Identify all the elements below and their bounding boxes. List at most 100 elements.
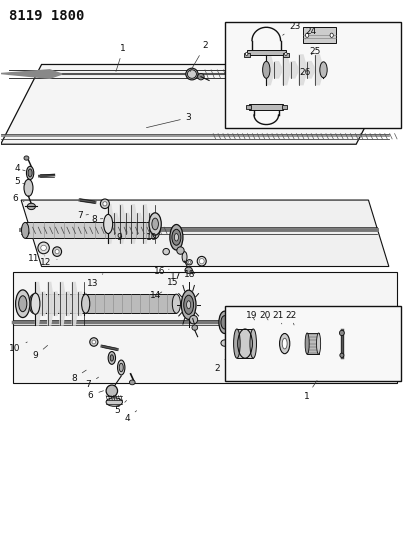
Text: 23: 23 — [282, 22, 300, 35]
Ellipse shape — [339, 330, 344, 336]
Ellipse shape — [319, 62, 326, 78]
Ellipse shape — [55, 249, 59, 254]
Bar — [245, 106, 250, 109]
Text: 24: 24 — [304, 27, 316, 39]
Bar — [246, 50, 285, 55]
Ellipse shape — [40, 245, 46, 251]
Ellipse shape — [19, 296, 27, 312]
Text: 8119 1800: 8119 1800 — [9, 9, 84, 23]
Ellipse shape — [103, 214, 112, 233]
Ellipse shape — [24, 156, 29, 160]
Bar — [281, 106, 286, 109]
Ellipse shape — [92, 340, 95, 344]
Ellipse shape — [169, 224, 182, 250]
Ellipse shape — [316, 333, 320, 354]
Ellipse shape — [26, 166, 34, 180]
Text: 7: 7 — [77, 212, 88, 221]
Text: 15: 15 — [166, 278, 178, 287]
Text: 9: 9 — [32, 345, 47, 360]
Ellipse shape — [305, 33, 308, 37]
Text: 19: 19 — [246, 311, 257, 320]
Ellipse shape — [329, 33, 333, 37]
Text: 5: 5 — [14, 177, 25, 186]
Text: 26: 26 — [299, 68, 310, 77]
Ellipse shape — [182, 252, 187, 262]
Ellipse shape — [284, 52, 286, 55]
Ellipse shape — [29, 294, 37, 313]
Ellipse shape — [233, 329, 240, 358]
Ellipse shape — [174, 233, 178, 241]
Ellipse shape — [189, 316, 197, 324]
Ellipse shape — [106, 398, 122, 406]
Ellipse shape — [220, 316, 228, 329]
Ellipse shape — [339, 353, 343, 358]
Text: 4: 4 — [14, 164, 25, 173]
Polygon shape — [1, 70, 62, 78]
Polygon shape — [1, 64, 396, 144]
Bar — [249, 104, 283, 110]
Ellipse shape — [31, 293, 40, 314]
Ellipse shape — [220, 340, 228, 346]
Text: 8: 8 — [71, 370, 86, 383]
Ellipse shape — [129, 380, 135, 385]
Ellipse shape — [106, 385, 117, 397]
Text: 7: 7 — [85, 377, 98, 389]
Ellipse shape — [28, 169, 32, 177]
Ellipse shape — [188, 261, 190, 264]
Ellipse shape — [281, 338, 286, 349]
Polygon shape — [108, 205, 155, 243]
Ellipse shape — [186, 260, 192, 265]
Text: 8: 8 — [92, 215, 103, 224]
Ellipse shape — [52, 247, 61, 256]
Ellipse shape — [187, 70, 196, 78]
Ellipse shape — [110, 355, 113, 361]
Text: 2: 2 — [190, 42, 207, 71]
Ellipse shape — [304, 333, 308, 354]
Ellipse shape — [27, 203, 35, 209]
Ellipse shape — [172, 294, 180, 313]
Text: 21: 21 — [272, 311, 283, 324]
Ellipse shape — [103, 201, 107, 206]
Text: 3: 3 — [146, 113, 191, 127]
Ellipse shape — [181, 290, 196, 319]
Ellipse shape — [197, 256, 206, 266]
Bar — [225, 22, 400, 128]
Bar — [302, 27, 335, 43]
Ellipse shape — [22, 222, 29, 238]
Text: 14: 14 — [150, 291, 162, 300]
Ellipse shape — [100, 199, 109, 208]
Ellipse shape — [24, 179, 33, 196]
Text: 6: 6 — [88, 391, 103, 400]
Ellipse shape — [279, 334, 289, 354]
Text: 2: 2 — [214, 360, 224, 373]
Ellipse shape — [38, 242, 49, 254]
Polygon shape — [265, 55, 323, 85]
Text: 16: 16 — [154, 268, 169, 276]
Text: 22: 22 — [285, 311, 296, 325]
Ellipse shape — [81, 294, 90, 313]
Ellipse shape — [199, 259, 204, 264]
Ellipse shape — [148, 213, 161, 235]
Ellipse shape — [119, 364, 123, 372]
Ellipse shape — [186, 301, 190, 309]
Ellipse shape — [197, 74, 204, 80]
Text: 4: 4 — [124, 411, 136, 423]
Bar — [25, 222, 155, 238]
Text: 9: 9 — [116, 232, 127, 242]
Bar — [225, 306, 400, 381]
Ellipse shape — [185, 68, 198, 80]
Bar — [282, 53, 288, 56]
Ellipse shape — [117, 360, 125, 375]
Ellipse shape — [152, 222, 159, 238]
Ellipse shape — [249, 329, 256, 358]
Polygon shape — [21, 200, 388, 266]
Ellipse shape — [151, 218, 158, 230]
Ellipse shape — [245, 52, 247, 55]
Text: 1: 1 — [303, 381, 316, 401]
Ellipse shape — [108, 352, 115, 365]
Text: 25: 25 — [309, 47, 320, 55]
Ellipse shape — [90, 338, 98, 346]
Text: 20: 20 — [259, 311, 270, 320]
Bar — [33, 294, 176, 313]
Ellipse shape — [162, 248, 169, 255]
